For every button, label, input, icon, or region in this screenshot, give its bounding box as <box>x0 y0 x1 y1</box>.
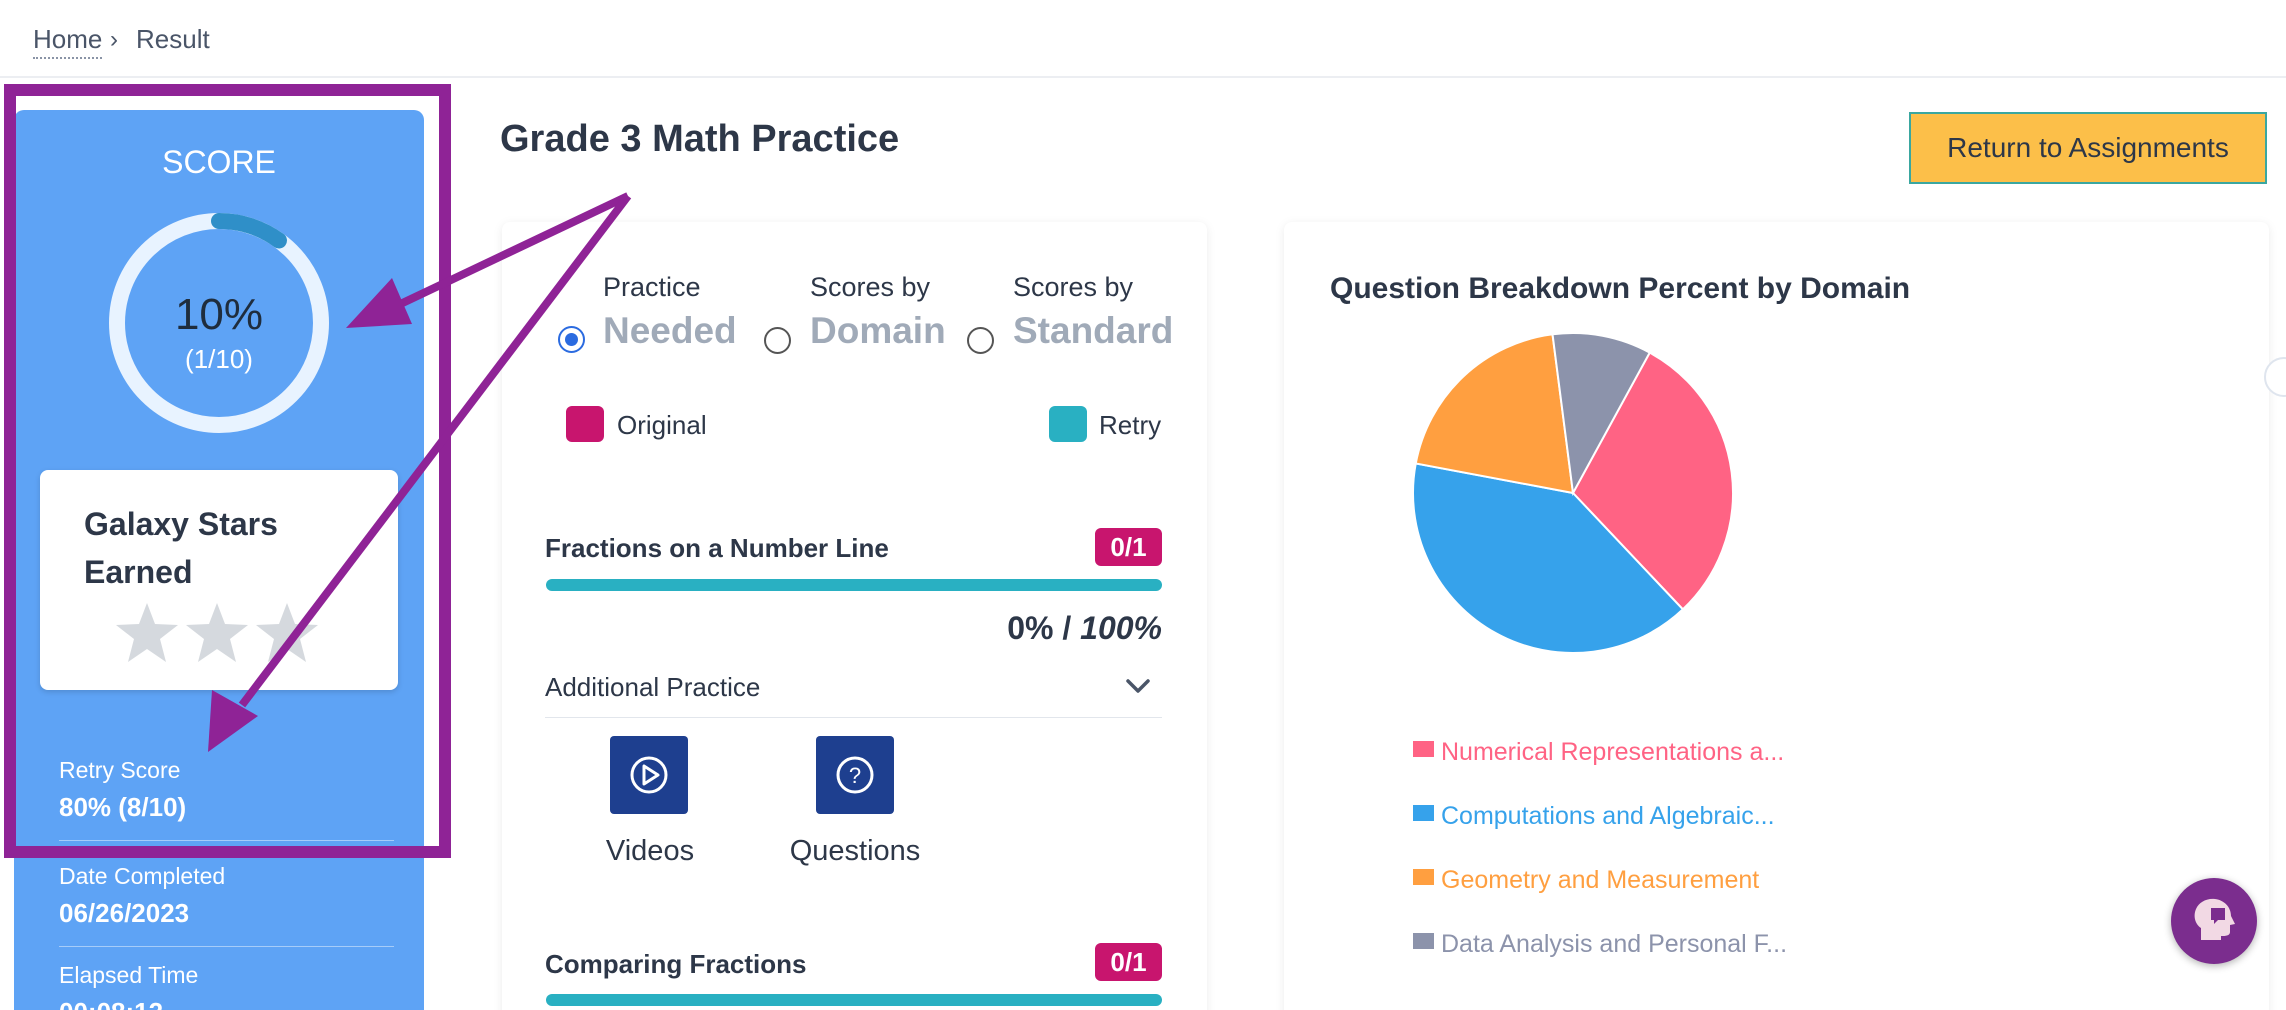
pie-legend-label[interactable]: Computations and Algebraic... <box>1441 802 1775 830</box>
domain-pie-chart <box>1412 332 1734 654</box>
view-option-standard-top: Scores by <box>1013 272 1134 302</box>
date-completed-value: 06/26/2023 <box>59 898 190 928</box>
annotation-arrowhead-icon <box>208 690 258 752</box>
galaxy-stars-title: Galaxy Stars Earned <box>84 506 278 590</box>
breadcrumb-current: Result <box>136 24 210 54</box>
videos-label[interactable]: Videos <box>605 835 695 867</box>
svg-text:?: ? <box>849 763 861 788</box>
legend-original-label: Original <box>617 410 707 440</box>
elapsed-time-label: Elapsed Time <box>59 962 199 988</box>
breakdown-card <box>1284 222 2269 1010</box>
pie-legend-swatch <box>1413 741 1434 757</box>
play-circle-icon <box>630 756 668 794</box>
view-option-standard[interactable]: Standard <box>1013 310 1174 351</box>
score-ring <box>109 213 329 433</box>
radio-scores-by-standard[interactable] <box>967 327 994 354</box>
pie-legend-swatch <box>1413 805 1434 821</box>
stars-row <box>116 603 318 662</box>
return-to-assignments-button[interactable]: Return to Assignments <box>1909 112 2267 184</box>
pie-legend-swatch <box>1413 933 1434 949</box>
score-title: SCORE <box>162 144 276 180</box>
topic-progress-bar <box>546 994 1162 1006</box>
pie-slice[interactable] <box>1571 351 1734 611</box>
videos-button[interactable] <box>610 736 688 814</box>
divider <box>59 946 394 947</box>
star-icon <box>186 603 248 662</box>
topic-percent: 0% / 100% <box>900 610 1162 647</box>
retry-score-value: 80% (8/10) <box>59 792 187 822</box>
score-ring-progress <box>109 213 329 433</box>
retry-score-label: Retry Score <box>59 757 181 783</box>
view-option-practice-needed[interactable]: Needed <box>603 310 737 351</box>
question-circle-icon: ? <box>836 756 874 794</box>
topic-title: Fractions on a Number Line <box>545 533 889 563</box>
topic-percent-retry: 100% <box>1080 610 1162 646</box>
help-button[interactable] <box>2171 878 2257 964</box>
questions-label[interactable]: Questions <box>789 835 921 867</box>
radio-practice-needed[interactable] <box>558 326 585 353</box>
star-icon <box>256 603 318 662</box>
help-head-icon <box>2194 898 2235 940</box>
annotation-arrow-line <box>390 192 630 312</box>
pie-slice[interactable] <box>1414 333 1575 495</box>
star-icon <box>116 603 178 662</box>
additional-practice-toggle[interactable]: Additional Practice <box>545 672 761 702</box>
highlight-box <box>4 84 451 858</box>
topic-title: Comparing Fractions <box>545 949 807 979</box>
radio-scores-by-domain[interactable] <box>764 327 791 354</box>
view-option-domain-top: Scores by <box>810 272 931 302</box>
pie-legend-label[interactable]: Numerical Representations a... <box>1441 738 1785 766</box>
top-bar: Home › Result <box>0 0 2286 78</box>
elapsed-time-value: 00:08:12 <box>59 997 163 1010</box>
page-title: Grade 3 Math Practice <box>500 118 900 160</box>
breadcrumb-home-link[interactable]: Home <box>33 24 103 59</box>
annotation-arrowhead-icon <box>346 278 412 328</box>
view-option-domain[interactable]: Domain <box>810 310 946 351</box>
topic-score-badge: 0/1 <box>1095 528 1162 566</box>
chevron-down-icon[interactable] <box>1125 678 1151 696</box>
topic-percent-original: 0% <box>1007 610 1054 646</box>
legend-retry-swatch <box>1049 406 1087 442</box>
view-option-practice-top: Practice <box>603 272 701 302</box>
date-completed-label: Date Completed <box>59 863 226 889</box>
topic-progress-bar <box>546 579 1162 591</box>
chart-title: Question Breakdown Percent by Domain <box>1330 272 1911 305</box>
breadcrumb-separator-icon: › <box>110 26 118 53</box>
divider <box>545 717 1162 718</box>
pie-slice[interactable] <box>1412 462 1685 654</box>
score-percent: 10% <box>174 290 264 339</box>
pie-slice[interactable] <box>1551 332 1652 497</box>
pie-legend-label[interactable]: Data Analysis and Personal F... <box>1441 930 1788 958</box>
pie-legend-swatch <box>1413 869 1434 885</box>
legend-retry-label: Retry <box>1099 410 1162 440</box>
annotation-arrow-line <box>238 193 632 708</box>
practice-card <box>502 222 1207 1010</box>
divider <box>59 840 394 841</box>
topic-percent-separator: / <box>1053 610 1081 646</box>
topic-score-badge: 0/1 <box>1095 943 1162 981</box>
legend-original-swatch <box>566 406 604 442</box>
score-fraction: (1/10) <box>185 344 253 374</box>
questions-button[interactable]: ? <box>816 736 894 814</box>
pie-legend-label[interactable]: Geometry and Measurement <box>1441 866 1760 894</box>
